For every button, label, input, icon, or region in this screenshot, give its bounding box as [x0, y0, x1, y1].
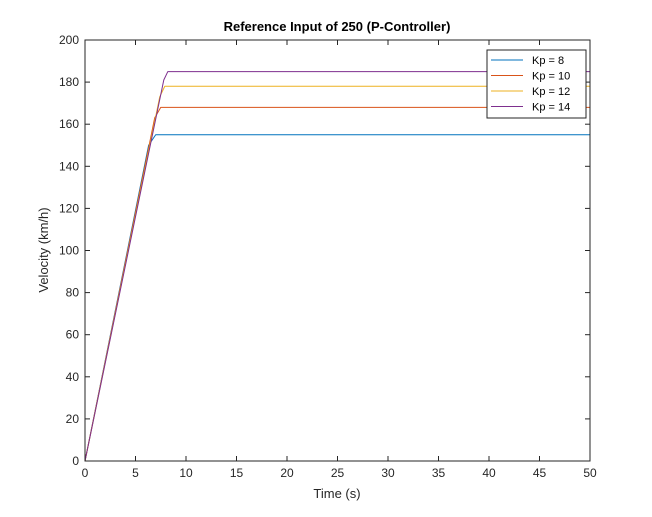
x-tick-label: 20 [280, 466, 294, 480]
y-tick-label: 120 [59, 201, 79, 215]
x-tick-label: 5 [132, 466, 139, 480]
legend-label: Kp = 8 [532, 55, 564, 67]
y-tick-label: 140 [59, 159, 79, 173]
y-axis-label: Velocity (km/h) [36, 207, 51, 292]
legend: Kp = 8 Kp = 10 Kp = 12 Kp = 14 [486, 49, 587, 119]
x-tick-label: 10 [179, 466, 193, 480]
y-tick-label: 100 [59, 244, 79, 258]
series-line-kp-4 [84, 71, 590, 462]
legend-label: Kp = 14 [532, 102, 570, 114]
legend-label: Kp = 10 [532, 71, 570, 83]
x-tick-label: 50 [583, 466, 597, 480]
x-tick-label: 15 [230, 466, 244, 480]
x-tick-label: 30 [381, 466, 395, 480]
y-tick-label: 0 [72, 454, 79, 468]
ticks-layer: 0 5 10 15 20 25 30 35 40 45 50 0 20 40 60 80 100 120 140 16… [59, 33, 597, 480]
y-tick-label: 20 [66, 412, 80, 426]
x-tick-label: 25 [331, 466, 345, 480]
y-tick-label: 160 [59, 117, 79, 131]
y-tick-label: 80 [66, 286, 80, 300]
y-tick-label: 200 [59, 33, 79, 47]
y-tick-label: 60 [66, 328, 80, 342]
x-axis-label: Time (s) [313, 486, 360, 501]
x-tick-label: 35 [432, 466, 446, 480]
chart-title: Reference Input of 250 (P-Controller) [224, 19, 451, 34]
y-tick-label: 180 [59, 75, 79, 89]
x-tick-label: 45 [533, 466, 547, 480]
series-layer [84, 71, 590, 462]
x-tick-label: 40 [482, 466, 496, 480]
x-tick-label: 0 [82, 466, 89, 480]
legend-items: Kp = 8 Kp = 10 Kp = 12 Kp = 14 [491, 55, 570, 114]
legend-label: Kp = 12 [532, 86, 570, 98]
y-tick-label: 40 [66, 370, 80, 384]
